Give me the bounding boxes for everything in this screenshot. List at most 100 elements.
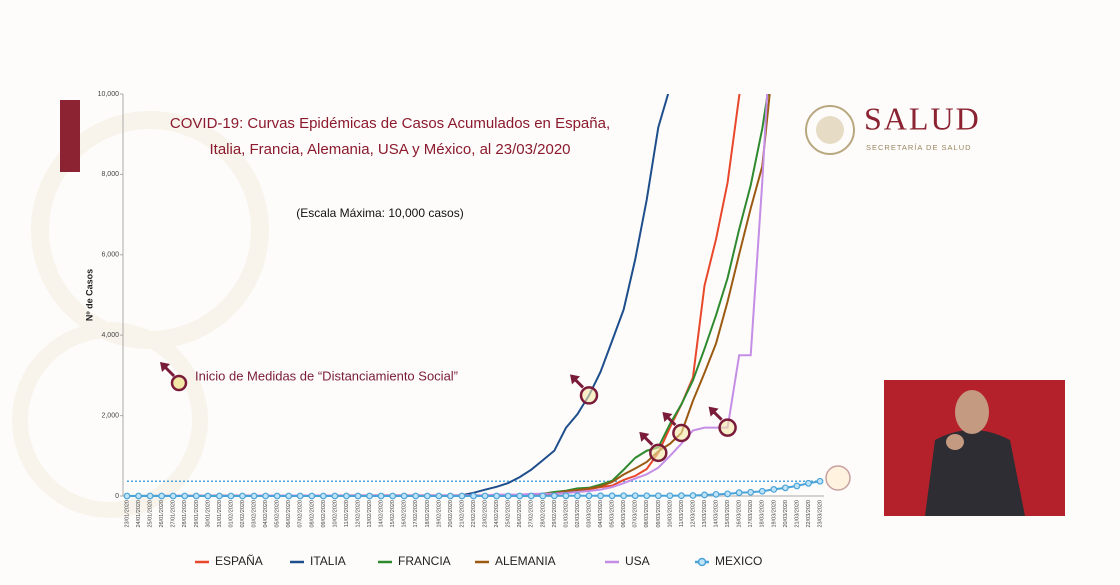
x-tick-label: 29/01/2020 xyxy=(194,500,200,528)
data-point xyxy=(412,492,420,500)
x-tick-label: 27/01/2020 xyxy=(171,500,177,528)
x-tick-label: 09/03/2020 xyxy=(656,500,662,528)
data-point xyxy=(550,492,558,500)
data-point xyxy=(227,492,235,500)
x-tick-label: 12/02/2020 xyxy=(355,500,361,528)
x-tick-label: 24/02/2020 xyxy=(494,500,500,528)
data-point xyxy=(481,492,489,500)
x-tick-label: 12/03/2020 xyxy=(690,500,696,528)
chart-title: COVID-19: Curvas Epidémicas de Casos Acu… xyxy=(170,115,610,132)
legend-marker xyxy=(697,557,707,567)
x-tick-label: 28/02/2020 xyxy=(540,500,546,528)
data-point xyxy=(273,492,281,500)
logo-emblem xyxy=(805,105,855,155)
x-tick-label: 08/02/2020 xyxy=(309,500,315,528)
legend-label: USA xyxy=(625,554,650,568)
mexico-icon xyxy=(825,465,851,491)
accent-bar xyxy=(60,100,80,172)
logo-name: SALUD xyxy=(864,100,981,136)
data-point xyxy=(135,492,142,500)
x-tick-label: 03/02/2020 xyxy=(252,500,258,528)
data-point xyxy=(539,492,547,500)
data-point xyxy=(678,492,685,500)
x-tick-label: 04/02/2020 xyxy=(263,500,269,528)
data-point xyxy=(296,492,304,500)
data-point xyxy=(689,492,697,499)
x-tick-label: 27/02/2020 xyxy=(529,500,535,528)
data-point xyxy=(747,488,755,496)
data-point xyxy=(735,489,743,497)
marker-circle xyxy=(672,423,691,443)
x-tick-label: 02/02/2020 xyxy=(240,500,246,528)
data-point xyxy=(758,487,766,495)
x-tick-label: 01/02/2020 xyxy=(228,500,234,528)
data-point xyxy=(562,492,570,500)
data-point xyxy=(331,492,339,500)
x-tick-label: 26/02/2020 xyxy=(517,500,523,528)
data-point xyxy=(516,492,524,500)
data-point xyxy=(527,492,535,500)
data-point xyxy=(597,492,604,500)
x-tick-label: 22/02/2020 xyxy=(471,500,477,528)
x-tick-label: 11/02/2020 xyxy=(344,500,350,527)
data-point xyxy=(654,492,662,500)
legend-label: FRANCIA xyxy=(398,554,451,568)
x-tick-label: 03/03/2020 xyxy=(586,500,592,528)
x-tick-label: 16/03/2020 xyxy=(737,500,743,528)
x-tick-label: 14/03/2020 xyxy=(714,500,720,528)
x-tick-label: 11/03/2020 xyxy=(679,500,685,527)
data-point xyxy=(250,492,258,500)
legend-label: ITALIA xyxy=(310,554,346,568)
chart-subtitle: (Escala Máxima: 10,000 casos) xyxy=(296,206,463,220)
data-point xyxy=(793,482,801,490)
x-tick-label: 07/03/2020 xyxy=(633,500,639,528)
x-tick-label: 17/02/2020 xyxy=(413,500,419,528)
x-tick-label: 15/02/2020 xyxy=(390,500,396,528)
data-point xyxy=(343,492,350,500)
data-point xyxy=(805,479,812,487)
data-point xyxy=(770,486,778,493)
x-tick-label: 19/02/2020 xyxy=(436,500,442,528)
x-tick-label: 24/01/2020 xyxy=(136,500,142,528)
marker-arrow-head xyxy=(570,374,580,385)
data-point xyxy=(712,490,720,498)
marker-arrow-head xyxy=(662,412,673,423)
x-tick-label: 23/01/2020 xyxy=(124,500,130,528)
data-point xyxy=(493,492,501,500)
x-tick-label: 25/01/2020 xyxy=(148,500,154,528)
x-tick-label: 16/02/2020 xyxy=(402,500,408,528)
x-tick-label: 26/01/2020 xyxy=(159,500,165,528)
data-point xyxy=(701,491,708,499)
legend-label: MEXICO xyxy=(715,554,762,568)
data-point xyxy=(319,492,327,500)
x-tick-label: 09/02/2020 xyxy=(321,500,327,528)
data-point xyxy=(215,492,223,500)
marker-circle xyxy=(579,386,599,405)
y-tick-label: 6,000 xyxy=(101,252,119,259)
y-tick-label: 0 xyxy=(115,493,119,500)
x-tick-label: 20/03/2020 xyxy=(783,500,789,528)
x-tick-label: 04/03/2020 xyxy=(598,500,604,528)
data-point xyxy=(458,492,466,500)
x-tick-label: 21/02/2020 xyxy=(459,500,465,528)
x-tick-label: 25/02/2020 xyxy=(506,500,512,528)
x-tick-label: 20/02/2020 xyxy=(448,500,454,528)
x-tick-label: 07/02/2020 xyxy=(298,500,304,528)
x-tick-label: 31/01/2020 xyxy=(217,500,223,528)
data-point xyxy=(620,492,628,500)
x-tick-label: 15/03/2020 xyxy=(725,500,731,528)
x-tick-label: 08/03/2020 xyxy=(644,500,650,528)
x-tick-label: 13/02/2020 xyxy=(367,500,373,528)
data-point xyxy=(192,492,200,500)
marker-arrow-head xyxy=(639,431,650,442)
data-point xyxy=(285,492,293,500)
x-tick-label: 29/02/2020 xyxy=(552,500,558,528)
data-point xyxy=(423,492,431,500)
x-tick-label: 14/02/2020 xyxy=(379,500,385,528)
data-point xyxy=(239,492,246,500)
data-point xyxy=(377,492,385,500)
x-tick-label: 06/03/2020 xyxy=(621,500,627,528)
x-tick-label: 19/03/2020 xyxy=(771,500,777,528)
data-point xyxy=(585,492,593,500)
